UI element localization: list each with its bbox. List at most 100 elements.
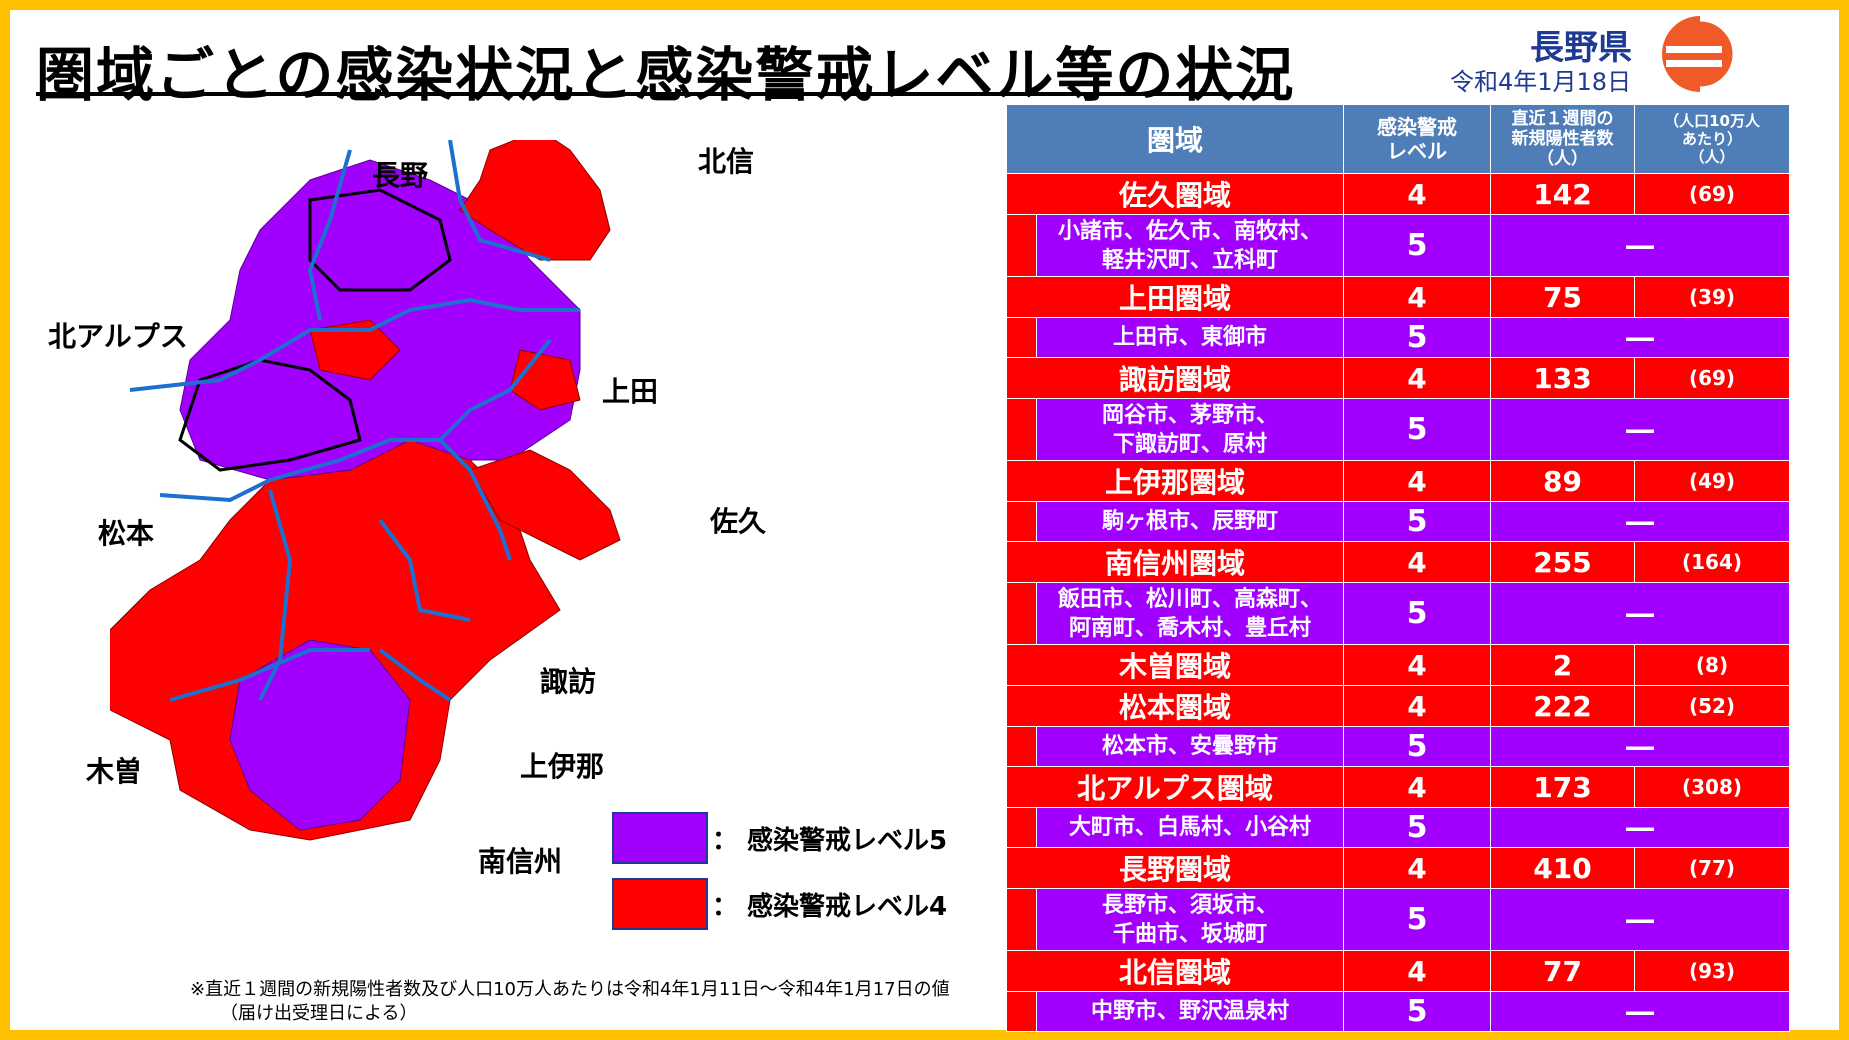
table-row: 岡谷市、茅野市、 下諏訪町、原村 5 ― [1006,398,1791,461]
city-level: 5 [1343,501,1492,542]
area-name: 長野圏域 [1005,847,1345,889]
area-count: 142 [1490,173,1636,215]
city-list: 中野市、野沢温泉村 [1035,991,1345,1032]
area-name: 上伊那圏域 [1005,460,1345,502]
footnote-line1: ※直近１週間の新規陽性者数及び人口10万人あたりは令和4年1月11日～令和4年1… [190,979,950,1000]
city-count: ― [1490,582,1791,645]
area-level: 4 [1343,766,1492,808]
area-per-100k: (52) [1634,685,1791,727]
map-boundaries [129,139,580,702]
area-level: 4 [1343,644,1492,686]
city-count: ― [1490,317,1791,358]
area-count: 2 [1490,644,1636,686]
city-level: 5 [1343,398,1492,461]
map-area-red-east [469,449,621,561]
area-per-100k: (93) [1634,950,1791,992]
area-level: 4 [1343,276,1492,318]
city-level: 5 [1343,214,1492,277]
city-count: ― [1490,501,1791,542]
legend-label-level4: ： 感染警戒レベル4 [712,892,948,922]
table-row: 大町市、白馬村、小谷村 5 ― [1006,807,1791,848]
label-matsumoto: 松本 [98,517,155,550]
city-level: 5 [1343,726,1492,767]
table-row: 長野圏域 4 410 (77) [1005,847,1791,889]
area-name: 諏訪圏域 [1005,357,1345,399]
table-row: 中野市、野沢温泉村 5 ― [1006,991,1791,1032]
table-header-row: 圏域 感染警戒 レベル 直近１週間の 新規陽性者数 （人） （人口10万人 あたり） （人… [1005,104,1791,174]
report-date: 令和4年1月18日 [1450,68,1632,96]
table-row: 駒ヶ根市、辰野町 5 ― [1006,501,1791,542]
map-area-red-northeast [459,129,611,261]
area-count: 75 [1490,276,1636,318]
area-per-100k: (164) [1634,541,1791,583]
legend-swatch-level4 [612,878,708,930]
area-per-100k: (49) [1634,460,1791,502]
area-per-100k: (69) [1634,173,1791,215]
city-level: 5 [1343,317,1492,358]
area-name: 北信圏域 [1005,950,1345,992]
table-row: 上田市、東御市 5 ― [1006,317,1791,358]
table-row: 松本圏域 4 222 (52) [1005,685,1791,727]
area-count: 173 [1490,766,1636,808]
map-svg [99,129,621,841]
area-level: 4 [1343,847,1492,889]
city-count: ― [1490,991,1791,1032]
area-name: 松本圏域 [1005,685,1345,727]
table-row: 松本市、安曇野市 5 ― [1006,726,1791,767]
city-count: ― [1490,398,1791,461]
map-border-black [178,358,362,472]
area-per-100k: (77) [1634,847,1791,889]
city-list: 長野市、須坂市、 千曲市、坂城町 [1035,888,1345,951]
city-count: ― [1490,214,1791,277]
city-list: 飯田市、松川町、高森町、 阿南町、喬木村、豊丘村 [1035,582,1345,645]
city-list: 岡谷市、茅野市、 下諏訪町、原村 [1035,398,1345,461]
prefecture-name: 長野県 [1530,28,1632,68]
map-area-red-center [309,319,401,381]
nagano-region-map: 長野 北信 北アルプス 上田 松本 佐久 諏訪 木曽 上伊那 南信州 [48,129,810,970]
area-level: 4 [1343,950,1492,992]
table-row: 木曽圏域 4 2 (8) [1005,644,1791,686]
footnote-line2: （届け出受理日による） [220,1003,418,1024]
city-list: 駒ヶ根市、辰野町 [1035,501,1345,542]
city-level: 5 [1343,582,1492,645]
area-count: 222 [1490,685,1636,727]
city-count: ― [1490,888,1791,951]
label-suwa: 諏訪 [540,665,597,698]
table-row: 長野市、須坂市、 千曲市、坂城町 5 ― [1006,888,1791,951]
area-level: 4 [1343,460,1492,502]
city-list: 松本市、安曇野市 [1035,726,1345,767]
area-count: 89 [1490,460,1636,502]
city-count: ― [1490,807,1791,848]
area-level: 4 [1343,173,1492,215]
label-kita-alps: 北アルプス [48,320,188,353]
area-level: 4 [1343,541,1492,583]
table-row: 飯田市、松川町、高森町、 阿南町、喬木村、豊丘村 5 ― [1006,582,1791,645]
area-level: 4 [1343,357,1492,399]
map-area-purple-south [229,639,411,831]
area-name: 木曽圏域 [1005,644,1345,686]
legend-swatch-level5 [612,812,708,864]
table-row: 諏訪圏域 4 133 (69) [1005,357,1791,399]
title-underline [36,92,1276,96]
area-per-100k: (69) [1634,357,1791,399]
map-border-black-north [308,188,452,292]
area-level: 4 [1343,685,1492,727]
table-row: 北信圏域 4 77 (93) [1005,950,1791,992]
table-row: 小諸市、佐久市、南牧村、 軽井沢町、立科町 5 ― [1006,214,1791,277]
table-row: 上田圏域 4 75 (39) [1005,276,1791,318]
footnote: ※直近１週間の新規陽性者数及び人口10万人あたりは令和4年1月11日～令和4年1… [190,978,950,1026]
area-per-100k: (8) [1634,644,1791,686]
area-count: 255 [1490,541,1636,583]
header-per-100k: （人口10万人 あたり） （人） [1634,104,1791,174]
area-name: 佐久圏域 [1005,173,1345,215]
area-count: 77 [1490,950,1636,992]
area-per-100k: (39) [1634,276,1791,318]
area-name: 北アルプス圏域 [1005,766,1345,808]
area-count: 410 [1490,847,1636,889]
legend-label-level5: ： 感染警戒レベル5 [712,826,948,856]
label-nagano: 長野 [372,159,429,192]
area-name: 南信州圏域 [1005,541,1345,583]
city-level: 5 [1343,991,1492,1032]
area-count: 133 [1490,357,1636,399]
page-title: 圏域ごとの感染状況と感染警戒レベル等の状況 [36,41,1296,109]
